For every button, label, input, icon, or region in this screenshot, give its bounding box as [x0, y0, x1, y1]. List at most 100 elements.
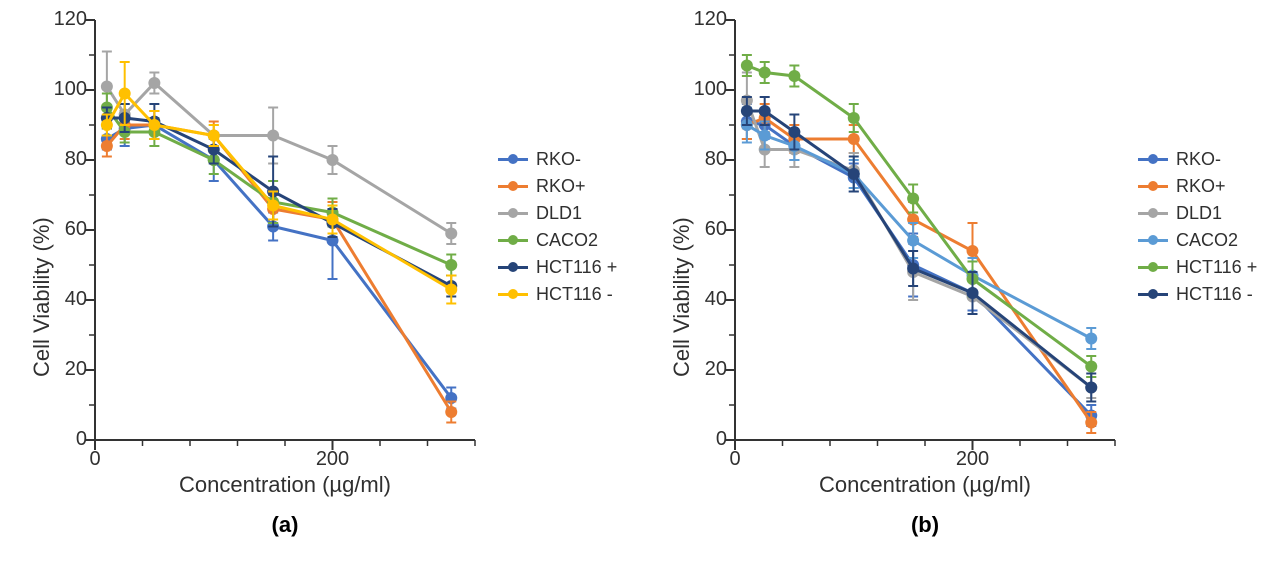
panel-sub-label: (b)	[735, 512, 1115, 538]
data-marker	[759, 67, 771, 79]
legend-swatch	[1138, 185, 1168, 188]
data-marker	[148, 119, 160, 131]
data-marker	[1085, 382, 1097, 394]
legend-swatch	[1138, 212, 1168, 215]
data-marker	[208, 130, 220, 142]
x-tick-label: 200	[303, 448, 363, 471]
legend-item: HCT116 -	[1138, 285, 1257, 303]
legend-label: HCT116 -	[536, 285, 613, 303]
data-marker	[759, 105, 771, 117]
legend-marker-icon	[1148, 208, 1158, 218]
data-marker	[445, 228, 457, 240]
data-marker	[327, 214, 339, 226]
data-marker	[119, 88, 131, 100]
legend-item: CACO2	[1138, 231, 1257, 249]
data-marker	[907, 235, 919, 247]
panel-sub-label: (a)	[95, 512, 475, 538]
data-marker	[267, 200, 279, 212]
chart-panel-b: Cell Viability (%)Concentration (µg/ml)(…	[650, 5, 1265, 561]
legend-label: DLD1	[536, 204, 582, 222]
x-tick-label: 0	[65, 448, 125, 471]
page: Cell Viability (%)Concentration (µg/ml)(…	[0, 0, 1267, 571]
data-marker	[101, 81, 113, 93]
legend-item: RKO+	[498, 177, 617, 195]
x-tick-label: 0	[705, 448, 765, 471]
legend-label: RKO-	[536, 150, 581, 168]
legend-marker-icon	[508, 262, 518, 272]
data-marker	[445, 406, 457, 418]
legend-item: HCT116 +	[1138, 258, 1257, 276]
data-marker	[445, 284, 457, 296]
data-marker	[848, 168, 860, 180]
data-line	[107, 125, 451, 398]
legend-swatch	[498, 239, 528, 242]
data-marker	[848, 112, 860, 124]
data-marker	[101, 119, 113, 131]
legend-swatch	[1138, 293, 1168, 296]
data-marker	[327, 154, 339, 166]
chart-panel-a: Cell Viability (%)Concentration (µg/ml)(…	[15, 10, 630, 561]
y-tick-label: 40	[37, 288, 87, 311]
data-marker	[967, 245, 979, 257]
y-tick-label: 80	[677, 148, 727, 171]
legend-marker-icon	[508, 208, 518, 218]
y-tick-label: 40	[677, 288, 727, 311]
legend-marker-icon	[1148, 289, 1158, 299]
legend-marker-icon	[1148, 181, 1158, 191]
legend-label: CACO2	[1176, 231, 1238, 249]
legend-swatch	[498, 158, 528, 161]
legend-swatch	[498, 185, 528, 188]
legend-label: CACO2	[536, 231, 598, 249]
data-marker	[1085, 417, 1097, 429]
legend-marker-icon	[1148, 235, 1158, 245]
legend-swatch	[498, 212, 528, 215]
legend-item: DLD1	[498, 204, 617, 222]
legend-item: HCT116 -	[498, 285, 617, 303]
legend-item: CACO2	[498, 231, 617, 249]
legend-label: DLD1	[1176, 204, 1222, 222]
data-marker	[788, 126, 800, 138]
data-marker	[741, 105, 753, 117]
x-axis-label: Concentration (µg/ml)	[735, 472, 1115, 498]
y-tick-label: 60	[37, 218, 87, 241]
data-marker	[848, 133, 860, 145]
y-tick-label: 100	[677, 78, 727, 101]
x-axis-label: Concentration (µg/ml)	[95, 472, 475, 498]
data-marker	[967, 287, 979, 299]
legend-item: RKO-	[498, 150, 617, 168]
y-tick-label: 120	[677, 8, 727, 31]
data-marker	[741, 60, 753, 72]
data-marker	[148, 77, 160, 89]
chart-legend: RKO- RKO+ DLD1 CACO2 HCT116 + HCT116 -	[1138, 150, 1257, 312]
legend-marker-icon	[508, 154, 518, 164]
data-marker	[1085, 361, 1097, 373]
chart-svg	[95, 20, 475, 440]
legend-item: HCT116 +	[498, 258, 617, 276]
data-line	[107, 125, 451, 412]
data-marker	[788, 70, 800, 82]
legend-swatch	[1138, 266, 1168, 269]
legend-label: HCT116 +	[1176, 258, 1257, 276]
chart-svg	[735, 20, 1115, 440]
legend-item: RKO+	[1138, 177, 1257, 195]
legend-label: HCT116 -	[1176, 285, 1253, 303]
legend-marker-icon	[1148, 154, 1158, 164]
legend-marker-icon	[508, 181, 518, 191]
legend-marker-icon	[508, 289, 518, 299]
data-marker	[907, 193, 919, 205]
data-line	[747, 125, 1091, 339]
legend-item: RKO-	[1138, 150, 1257, 168]
data-marker	[101, 140, 113, 152]
y-tick-label: 80	[37, 148, 87, 171]
legend-label: RKO-	[1176, 150, 1221, 168]
y-tick-label: 100	[37, 78, 87, 101]
legend-swatch	[498, 293, 528, 296]
y-tick-label: 20	[37, 358, 87, 381]
data-marker	[267, 130, 279, 142]
legend-swatch	[498, 266, 528, 269]
y-tick-label: 60	[677, 218, 727, 241]
data-marker	[445, 259, 457, 271]
legend-label: RKO+	[536, 177, 586, 195]
legend-marker-icon	[1148, 262, 1158, 272]
legend-swatch	[1138, 239, 1168, 242]
